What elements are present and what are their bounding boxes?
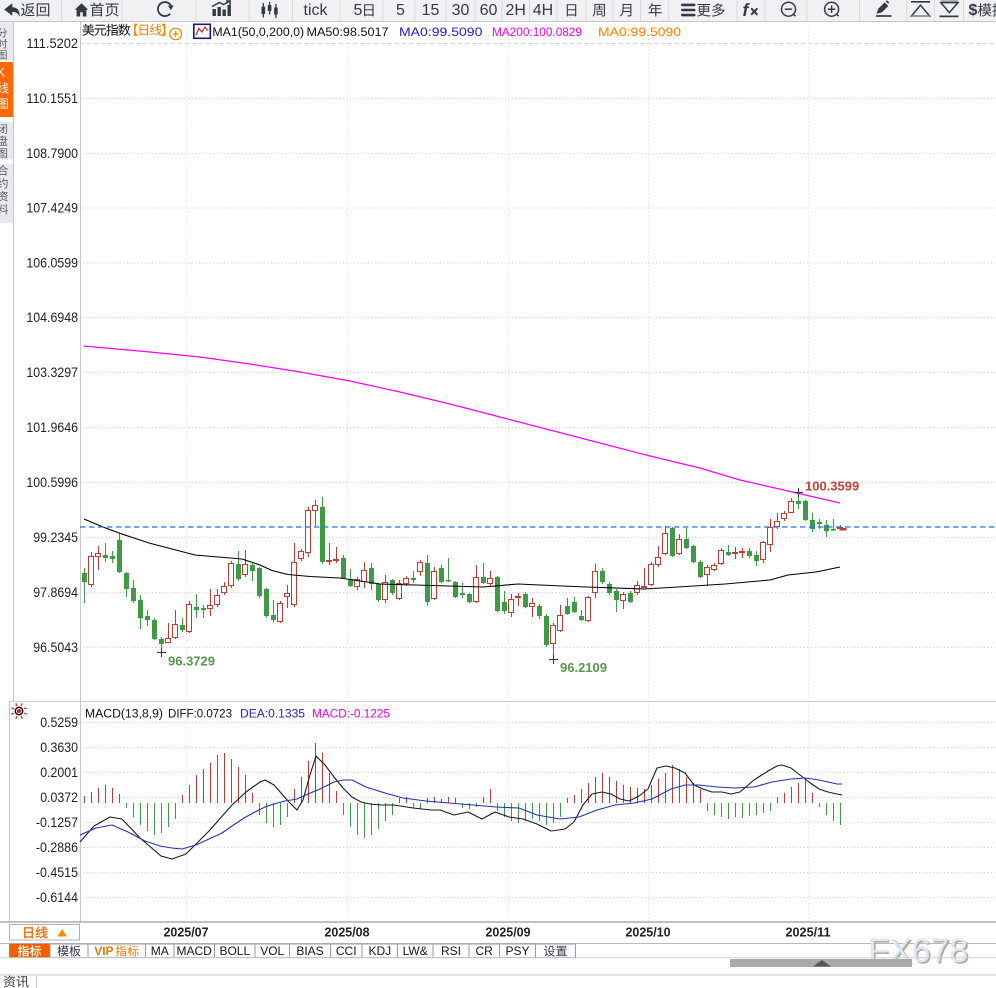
- svg-text:MA200:100.0829: MA200:100.0829: [492, 25, 582, 39]
- svg-text:BOLL: BOLL: [219, 944, 250, 958]
- svg-text:0.0372: 0.0372: [40, 790, 78, 805]
- svg-text:RSI: RSI: [441, 944, 461, 958]
- svg-text:MACD:-0.1225: MACD:-0.1225: [312, 707, 390, 721]
- svg-text:60: 60: [480, 2, 498, 19]
- svg-text:-0.1257: -0.1257: [36, 815, 78, 830]
- svg-text:100.5996: 100.5996: [26, 475, 78, 490]
- svg-text:99.2345: 99.2345: [33, 530, 78, 545]
- svg-text:$: $: [969, 2, 978, 19]
- svg-text:MA1(50,0,200,0): MA1(50,0,200,0): [212, 25, 304, 39]
- svg-text:100.3599: 100.3599: [805, 479, 859, 494]
- svg-text:111.5202: 111.5202: [26, 36, 78, 51]
- svg-text:108.7900: 108.7900: [26, 146, 78, 161]
- svg-text:-0.4515: -0.4515: [36, 865, 78, 880]
- svg-text:2025/11: 2025/11: [786, 926, 831, 940]
- svg-text:MA50:98.5017: MA50:98.5017: [307, 25, 389, 39]
- svg-text:MACD(13,8,9): MACD(13,8,9): [85, 707, 163, 721]
- svg-text:DIFF:0.0723: DIFF:0.0723: [168, 707, 232, 721]
- svg-text:tick: tick: [304, 2, 329, 19]
- svg-text:f: f: [743, 0, 751, 20]
- svg-text:0.2001: 0.2001: [40, 765, 78, 780]
- svg-text:106.0599: 106.0599: [26, 255, 78, 270]
- svg-text:104.6948: 104.6948: [26, 310, 78, 325]
- svg-text:LW&: LW&: [403, 944, 428, 958]
- svg-text:5: 5: [396, 2, 405, 19]
- svg-text:110.1551: 110.1551: [26, 91, 78, 106]
- svg-text:MA0:99.5090: MA0:99.5090: [598, 25, 681, 39]
- svg-text:BIAS: BIAS: [296, 944, 323, 958]
- svg-text:2025/07: 2025/07: [164, 926, 209, 940]
- svg-text:VOL: VOL: [260, 944, 284, 958]
- svg-text:DEA:0.1335: DEA:0.1335: [240, 707, 305, 721]
- svg-text:VIP: VIP: [94, 944, 113, 958]
- svg-text:2H: 2H: [505, 2, 525, 19]
- svg-text:0.5259: 0.5259: [40, 715, 78, 730]
- svg-text:MACD: MACD: [177, 944, 213, 958]
- svg-text:-0.2886: -0.2886: [36, 840, 78, 855]
- svg-text:CCI: CCI: [336, 944, 357, 958]
- svg-text:107.4249: 107.4249: [26, 200, 78, 215]
- svg-text:MA: MA: [151, 944, 169, 958]
- svg-text:-0.6144: -0.6144: [36, 890, 79, 905]
- svg-text:101.9646: 101.9646: [26, 420, 78, 435]
- svg-text:K: K: [0, 65, 5, 79]
- svg-text:KDJ: KDJ: [368, 944, 391, 958]
- svg-text:2025/08: 2025/08: [325, 926, 370, 940]
- svg-text:MA0:99.5090: MA0:99.5090: [399, 25, 483, 39]
- svg-text:5: 5: [354, 2, 363, 19]
- svg-text:96.3729: 96.3729: [168, 654, 215, 669]
- svg-text:0.3630: 0.3630: [40, 740, 78, 755]
- svg-text:96.2109: 96.2109: [560, 660, 607, 675]
- svg-text:2025/10: 2025/10: [626, 926, 671, 940]
- svg-text:97.8694: 97.8694: [33, 585, 78, 600]
- svg-text:PSY: PSY: [505, 944, 529, 958]
- svg-text:96.5043: 96.5043: [33, 640, 78, 655]
- svg-text:103.3297: 103.3297: [26, 365, 78, 380]
- svg-text:30: 30: [452, 2, 470, 19]
- svg-text:CR: CR: [476, 944, 494, 958]
- svg-text:2025/09: 2025/09: [486, 926, 531, 940]
- svg-text:4H: 4H: [533, 2, 553, 19]
- svg-text:15: 15: [422, 2, 440, 19]
